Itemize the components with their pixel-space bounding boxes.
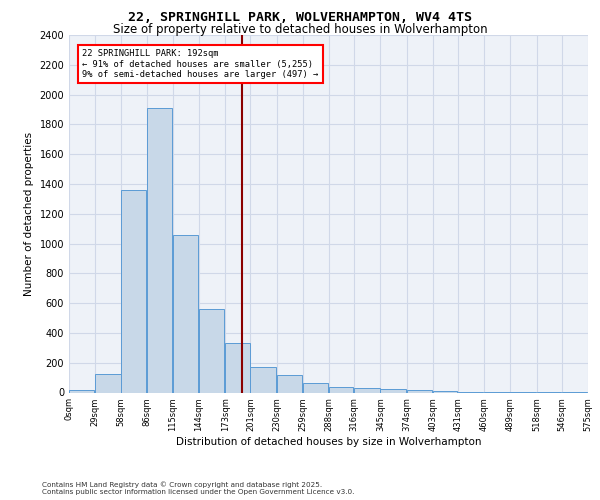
Y-axis label: Number of detached properties: Number of detached properties xyxy=(24,132,34,296)
Text: Size of property relative to detached houses in Wolverhampton: Size of property relative to detached ho… xyxy=(113,22,487,36)
Bar xyxy=(380,389,406,392)
Bar xyxy=(303,383,328,392)
Bar xyxy=(69,390,94,392)
Text: 22, SPRINGHILL PARK, WOLVERHAMPTON, WV4 4TS: 22, SPRINGHILL PARK, WOLVERHAMPTON, WV4 … xyxy=(128,11,472,24)
Bar xyxy=(95,374,121,392)
Bar xyxy=(225,342,250,392)
Bar xyxy=(354,388,380,392)
Bar xyxy=(173,236,198,392)
Bar xyxy=(199,309,224,392)
Bar xyxy=(433,391,457,392)
Bar xyxy=(250,367,276,392)
Text: 22 SPRINGHILL PARK: 192sqm
← 91% of detached houses are smaller (5,255)
9% of se: 22 SPRINGHILL PARK: 192sqm ← 91% of deta… xyxy=(82,50,318,79)
Bar xyxy=(121,190,146,392)
Bar xyxy=(146,108,172,393)
X-axis label: Distribution of detached houses by size in Wolverhampton: Distribution of detached houses by size … xyxy=(176,437,481,447)
Bar xyxy=(407,390,432,392)
Bar xyxy=(329,386,353,392)
Text: Contains HM Land Registry data © Crown copyright and database right 2025.
Contai: Contains HM Land Registry data © Crown c… xyxy=(42,482,355,495)
Bar xyxy=(277,376,302,392)
